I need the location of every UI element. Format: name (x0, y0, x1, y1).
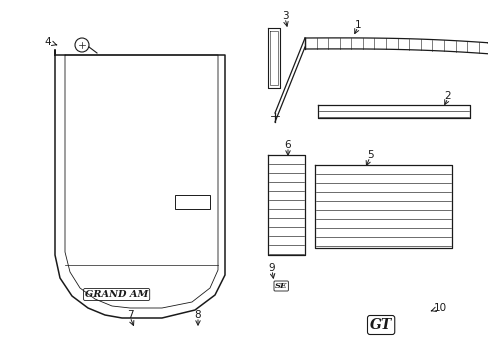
Text: 3: 3 (281, 11, 288, 21)
Text: 4: 4 (44, 37, 51, 47)
Text: 2: 2 (444, 91, 450, 101)
Text: GT: GT (369, 318, 391, 332)
Text: 6: 6 (284, 140, 291, 150)
Text: 7: 7 (126, 310, 133, 320)
Text: 5: 5 (366, 150, 372, 160)
Bar (175, 195, 209, 209)
Text: 9: 9 (268, 263, 275, 273)
Text: 1: 1 (354, 20, 361, 30)
Text: 8: 8 (194, 310, 201, 320)
Text: SE: SE (274, 282, 287, 290)
Text: GRAND AM: GRAND AM (85, 290, 148, 299)
Text: 10: 10 (432, 303, 446, 313)
